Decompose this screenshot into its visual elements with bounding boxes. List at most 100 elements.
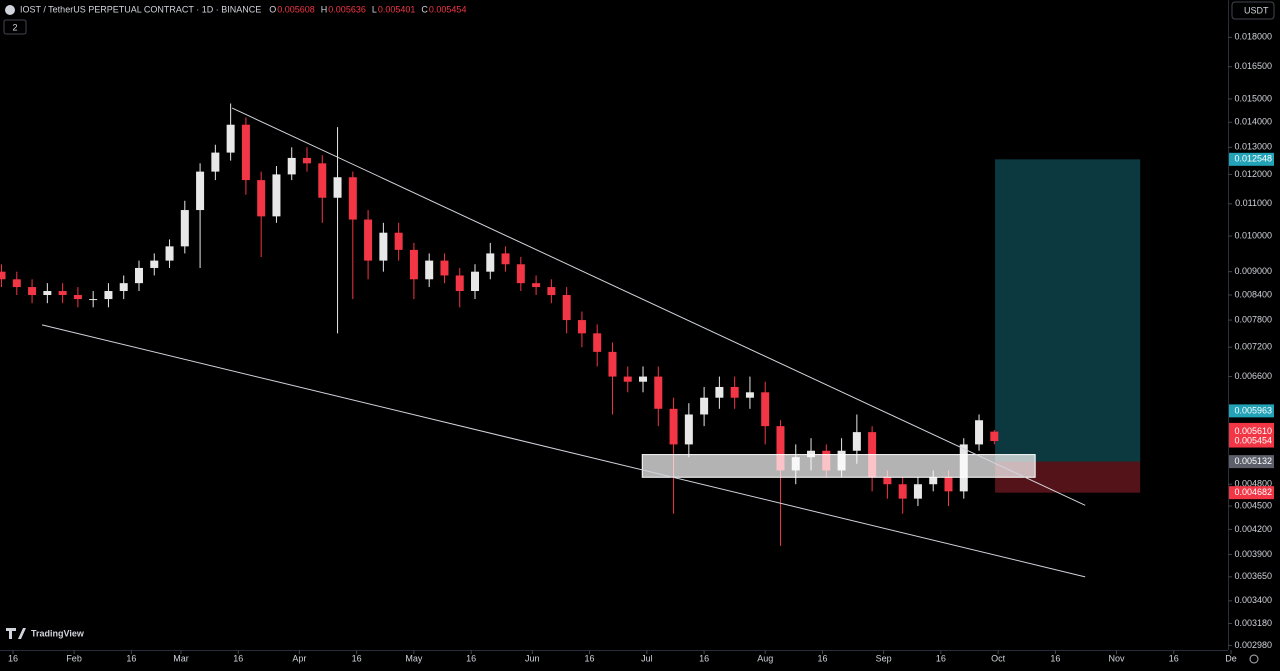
candle-body xyxy=(532,283,541,288)
candle-body xyxy=(807,450,816,458)
target-price-tag xyxy=(1229,152,1274,166)
price-tag xyxy=(1229,404,1274,418)
y-tick-label: 0.018000 xyxy=(1234,32,1272,42)
y-tick-label: 0.004500 xyxy=(1234,500,1272,510)
y-tick-label: 0.007800 xyxy=(1234,314,1272,324)
x-tick-label: Mar xyxy=(173,653,189,663)
y-tick-label: 0.002980 xyxy=(1234,640,1272,650)
ohlc-value: 0.005454 xyxy=(429,4,467,14)
y-tick-label: 0.003180 xyxy=(1234,618,1272,628)
ohlc-value: 0.005636 xyxy=(328,4,366,14)
candle-body xyxy=(501,253,510,265)
y-tick-label: 0.014000 xyxy=(1234,117,1272,127)
candle-body xyxy=(562,295,571,321)
candle-body xyxy=(700,397,709,415)
candle-body xyxy=(684,414,693,445)
price-tag-label: 0.005963 xyxy=(1234,405,1272,415)
candle-body xyxy=(409,249,418,280)
candle-body xyxy=(272,174,281,217)
candle-body xyxy=(929,477,938,485)
x-tick-label: 16 xyxy=(936,653,946,663)
stop-price-tag-label: 0.004682 xyxy=(1234,487,1272,497)
stop-price-tag xyxy=(1229,486,1274,500)
candle-body xyxy=(241,124,250,181)
y-tick-label: 0.003650 xyxy=(1234,571,1272,581)
ohlc-key: L xyxy=(372,4,377,14)
y-tick-label: 0.006600 xyxy=(1234,371,1272,381)
ohlc-value: 0.005608 xyxy=(277,4,315,14)
y-tick-label: 0.009000 xyxy=(1234,266,1272,276)
candle-body xyxy=(440,260,449,276)
x-tick-label: Nov xyxy=(1108,653,1125,663)
candle-body xyxy=(12,279,21,288)
x-tick-label: Sep xyxy=(876,653,892,663)
x-tick-label: 16 xyxy=(585,653,595,663)
x-tick-label: Jul xyxy=(641,653,653,663)
candle-body xyxy=(196,171,205,211)
x-tick-label: 16 xyxy=(352,653,362,663)
candle-body xyxy=(913,484,922,499)
candle-body xyxy=(89,299,98,301)
candle-body xyxy=(852,432,861,451)
candle-body xyxy=(471,271,480,292)
candle-body xyxy=(28,287,37,296)
y-tick-label: 0.012000 xyxy=(1234,169,1272,179)
candle-body xyxy=(165,246,174,261)
y-tick-label: 0.003900 xyxy=(1234,549,1272,559)
candle-body xyxy=(608,351,617,377)
candle-body xyxy=(58,291,67,296)
y-tick-label: 0.007200 xyxy=(1234,342,1272,352)
candle-body xyxy=(516,264,525,284)
x-tick-label: Aug xyxy=(757,653,773,663)
y-tick-label: 0.015000 xyxy=(1234,93,1272,103)
y-tick-label: 0.004800 xyxy=(1234,479,1272,489)
x-tick-label: Apr xyxy=(292,653,306,663)
symbol-icon xyxy=(5,5,15,15)
candle-body xyxy=(318,163,327,198)
candle-body xyxy=(364,219,373,261)
candle-body xyxy=(43,291,52,296)
trendline xyxy=(41,324,1086,578)
ohlc-key: O xyxy=(269,4,276,14)
indicator-count: 2 xyxy=(12,22,17,32)
candle-body xyxy=(761,392,770,427)
support-zone xyxy=(641,454,1036,478)
candle-body xyxy=(623,376,632,382)
candle-body xyxy=(776,426,785,471)
axes: 0.018000 0.016500 0.015000 0.014000 0.013000… xyxy=(8,32,1274,663)
candle-body xyxy=(150,260,159,268)
candle-body xyxy=(883,477,892,485)
entry-price-tag-label: 0.005132 xyxy=(1234,456,1272,466)
target-price-tag-label: 0.012548 xyxy=(1234,154,1272,164)
candle-body xyxy=(547,287,556,296)
x-tick-label: De xyxy=(1225,653,1237,663)
x-tick-label: 16 xyxy=(233,653,243,663)
x-tick-label: 16 xyxy=(699,653,709,663)
y-tick-label: 0.011000 xyxy=(1235,198,1272,208)
plot-area xyxy=(0,103,1141,578)
y-tick-label: 0.010000 xyxy=(1234,230,1272,240)
settings-icon[interactable] xyxy=(1249,654,1259,664)
y-tick-label: 0.013000 xyxy=(1234,142,1272,152)
candle-body xyxy=(0,271,6,280)
indicator-toggle[interactable] xyxy=(3,19,27,35)
y-tick-label: 0.008400 xyxy=(1234,289,1272,299)
candle-body xyxy=(257,180,266,217)
currency-label: USDT xyxy=(1244,5,1269,15)
candle-body xyxy=(715,386,724,398)
x-tick-label: 16 xyxy=(1050,653,1060,663)
x-tick-label: Jun xyxy=(525,653,540,663)
candle-body xyxy=(654,376,663,409)
target-zone xyxy=(995,159,1141,462)
candle-body xyxy=(119,283,128,292)
x-tick-label: Oct xyxy=(991,653,1006,663)
x-tick-label: 16 xyxy=(817,653,827,663)
currency-button[interactable] xyxy=(1231,1,1275,20)
trendline xyxy=(231,107,1086,506)
candle-body xyxy=(425,260,434,280)
x-tick-label: Feb xyxy=(66,653,82,663)
entry-price-tag xyxy=(1229,455,1274,469)
candle-body xyxy=(211,152,220,172)
